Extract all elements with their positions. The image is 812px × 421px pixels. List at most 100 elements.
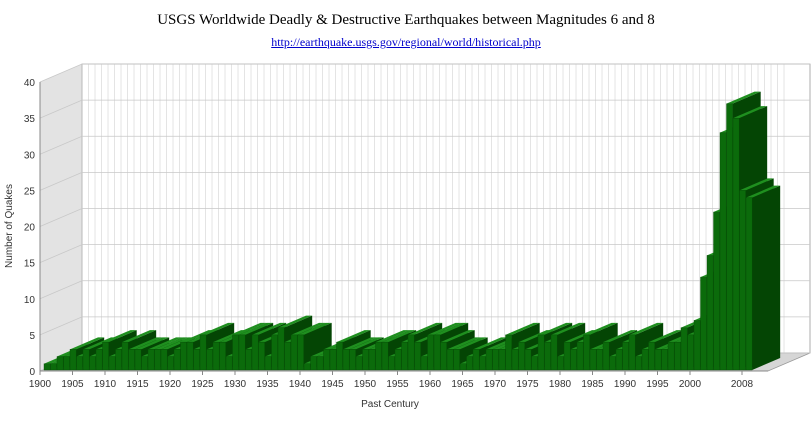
bar-front [375, 341, 382, 371]
bar-top [122, 330, 157, 343]
bar [745, 185, 781, 371]
bar-front [518, 341, 525, 371]
bar-front [433, 334, 441, 371]
bar-front [297, 334, 304, 371]
x-tick-label: 1910 [94, 379, 117, 390]
bar-front [498, 349, 506, 371]
bar-front [316, 356, 324, 371]
bar-top [726, 91, 761, 104]
bar-front [82, 349, 90, 371]
bar-top [648, 330, 683, 343]
bar-top [583, 322, 618, 335]
bar-front [641, 349, 649, 371]
bar-front [466, 356, 473, 371]
bar-top [427, 322, 462, 335]
bar-front [537, 334, 545, 371]
bar-front [576, 341, 584, 371]
bar-front [732, 117, 740, 371]
bar-top [349, 337, 384, 350]
bar-front [687, 334, 694, 371]
bar-front [212, 341, 220, 371]
bar-top [375, 330, 410, 343]
bar-front [245, 349, 252, 371]
x-tick-label: 1915 [126, 379, 149, 390]
x-tick-label: 1925 [191, 379, 214, 390]
bar-front [550, 334, 558, 371]
x-tick-label: 1980 [549, 379, 572, 390]
bar-front [329, 349, 337, 371]
bar-front [459, 363, 467, 371]
bar-front [121, 341, 129, 371]
bar-front [615, 349, 623, 371]
bar-top [200, 322, 235, 335]
bar-front [43, 363, 51, 371]
bar-front [141, 356, 148, 371]
bar-front [63, 356, 70, 371]
x-tick-label: 1995 [646, 379, 669, 390]
source-link[interactable]: http://earthquake.usgs.gov/regional/worl… [271, 35, 541, 49]
bar-top [336, 330, 371, 343]
x-tick-label: 1965 [451, 379, 474, 390]
x-tick-label: 1955 [386, 379, 409, 390]
x-tick-label: 1900 [29, 379, 52, 390]
y-tick-label: 35 [24, 114, 36, 125]
bar-front [446, 349, 454, 371]
bar-front [251, 334, 259, 371]
bar-front [362, 349, 369, 371]
x-tick-label: 1940 [289, 379, 312, 390]
bar-top [128, 337, 163, 350]
bar-front [745, 197, 753, 371]
bar-front [479, 356, 486, 371]
bar-front [505, 334, 512, 371]
bar-front [492, 349, 499, 371]
x-tick-label: 1920 [159, 379, 182, 390]
bar-front [713, 211, 720, 371]
y-tick-label: 25 [24, 186, 36, 197]
bar-top [629, 322, 664, 335]
bar-front [700, 276, 707, 371]
x-tick-label: 1905 [61, 379, 84, 390]
bar-top [603, 330, 638, 343]
bar-front [89, 356, 96, 371]
bar-front [420, 356, 428, 371]
x-tick-label: 1985 [581, 379, 604, 390]
bar-front [739, 190, 746, 371]
x-tick-label: 1950 [354, 379, 377, 390]
bar-front [323, 349, 330, 371]
bar-front [596, 349, 603, 371]
bar-front [401, 341, 408, 371]
bar-front [284, 341, 291, 371]
bar-front [336, 341, 343, 371]
bar-top [239, 322, 274, 335]
bar-front [440, 341, 447, 371]
x-tick-label: 1930 [224, 379, 247, 390]
bar-front [258, 341, 265, 371]
bar-front [472, 349, 480, 371]
chart-bars [43, 91, 781, 371]
bar-front [199, 334, 207, 371]
bar-front [414, 341, 421, 371]
bar-top [746, 185, 781, 198]
bar-front [667, 341, 675, 371]
x-tick-label: 1935 [256, 379, 279, 390]
bar-front [342, 349, 350, 371]
bar-top [538, 322, 573, 335]
bar-front [531, 356, 538, 371]
bar-front [511, 349, 519, 371]
bar-front [674, 341, 681, 371]
bar-front [635, 356, 642, 371]
bar-front [180, 341, 187, 371]
bar-top [232, 322, 267, 335]
bar-top [102, 330, 137, 343]
bar-front [310, 356, 317, 371]
x-tick-label: 2000 [679, 379, 702, 390]
bar-front [524, 349, 532, 371]
bar-front [134, 349, 142, 371]
x-axis-title: Past Century [361, 399, 419, 410]
bar-front [95, 349, 103, 371]
bar-front [453, 349, 460, 371]
bar-top [252, 322, 287, 335]
bar-front [271, 334, 278, 371]
bar-front [407, 334, 415, 371]
